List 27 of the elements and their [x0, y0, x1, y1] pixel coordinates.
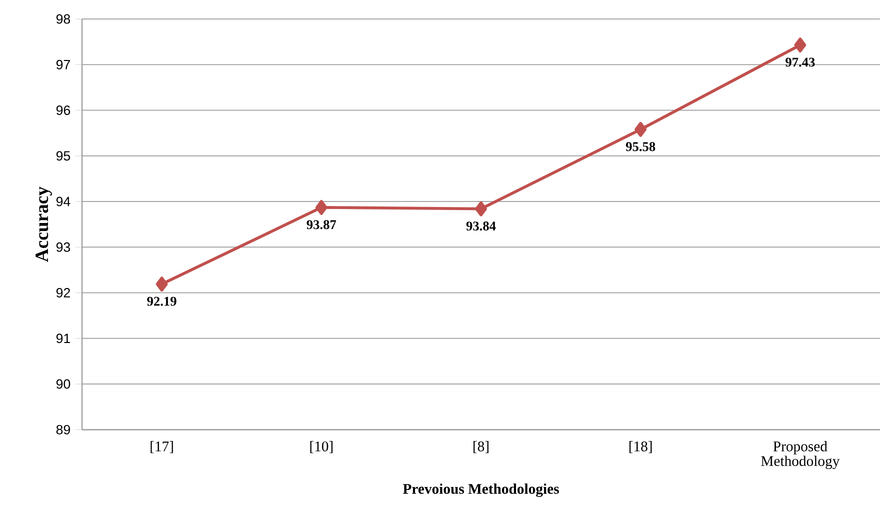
x-tick-label: [10]	[310, 441, 333, 454]
y-axis-title: Accuracy	[36, 186, 52, 262]
data-label: 95.58	[626, 142, 656, 152]
y-tick-label: 93	[56, 242, 70, 252]
point	[315, 200, 328, 215]
y-tick-label: 89	[56, 424, 70, 434]
x-tick-label: [18]	[629, 441, 652, 454]
x-axis-title: Prevoious Methodologies	[402, 484, 559, 497]
data-label: 97.43	[786, 58, 815, 67]
y-tick-label: 97	[56, 60, 70, 70]
y-tick-label: 91	[56, 334, 70, 344]
point	[475, 201, 487, 216]
y-tick-label: 90	[56, 379, 70, 389]
point	[634, 122, 647, 137]
point	[156, 276, 168, 292]
x-tick-label: [17]	[150, 441, 173, 454]
x-tick-label: [8]	[474, 441, 488, 454]
data-label: 93.84	[466, 222, 496, 231]
y-tick-label: 92	[56, 288, 70, 298]
y-tick-label: 96	[56, 106, 70, 115]
y-tick-label: 95	[56, 151, 70, 161]
point	[794, 38, 806, 52]
y-tick-label: 98	[56, 14, 70, 24]
y-tick-label: 94	[56, 196, 70, 206]
data-label: 92.19	[147, 296, 176, 306]
data-label: 93.87	[306, 220, 336, 230]
x-tick-label: Proposed Methodology	[761, 441, 840, 470]
